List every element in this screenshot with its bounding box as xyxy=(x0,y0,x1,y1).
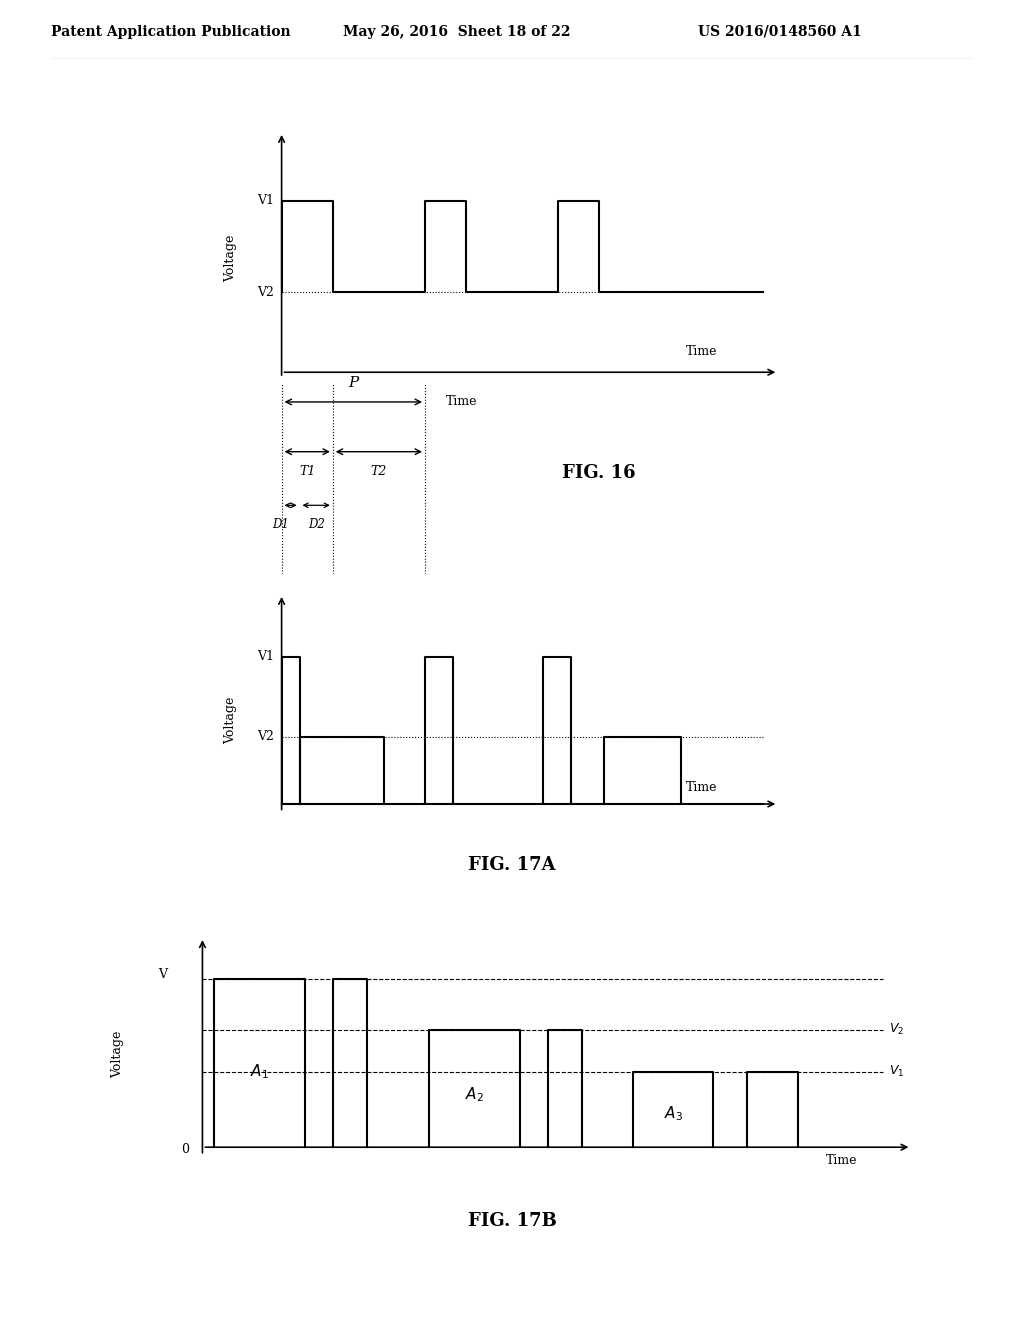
Text: T2: T2 xyxy=(371,465,387,478)
Text: D1: D1 xyxy=(272,519,289,531)
Text: FIG. 17A: FIG. 17A xyxy=(468,855,556,874)
Text: V1: V1 xyxy=(257,651,274,664)
Text: FIG. 16: FIG. 16 xyxy=(562,465,636,483)
Text: Voltage: Voltage xyxy=(224,697,237,743)
Text: D2: D2 xyxy=(308,519,325,531)
Text: $A_1$: $A_1$ xyxy=(250,1063,268,1081)
Text: Time: Time xyxy=(826,1154,858,1167)
Text: Voltage: Voltage xyxy=(111,1031,124,1078)
Text: US 2016/0148560 A1: US 2016/0148560 A1 xyxy=(698,25,862,38)
Text: Time: Time xyxy=(686,781,718,795)
Text: $V_1$: $V_1$ xyxy=(889,1064,904,1080)
Text: V: V xyxy=(159,969,167,982)
Text: May 26, 2016  Sheet 18 of 22: May 26, 2016 Sheet 18 of 22 xyxy=(343,25,570,38)
Text: V1: V1 xyxy=(257,194,274,207)
Text: Patent Application Publication: Patent Application Publication xyxy=(51,25,291,38)
Text: $V_2$: $V_2$ xyxy=(889,1022,904,1038)
Text: T1: T1 xyxy=(299,465,315,478)
Text: 0: 0 xyxy=(181,1143,189,1156)
Text: V2: V2 xyxy=(257,285,274,298)
Text: FIG. 17B: FIG. 17B xyxy=(468,1212,556,1230)
Text: Time: Time xyxy=(686,345,718,358)
Text: Voltage: Voltage xyxy=(224,234,237,281)
Text: V2: V2 xyxy=(257,730,274,743)
Text: $A_3$: $A_3$ xyxy=(664,1104,683,1122)
Text: Time: Time xyxy=(445,396,477,408)
Text: P: P xyxy=(348,376,358,389)
Text: $A_2$: $A_2$ xyxy=(465,1085,484,1104)
